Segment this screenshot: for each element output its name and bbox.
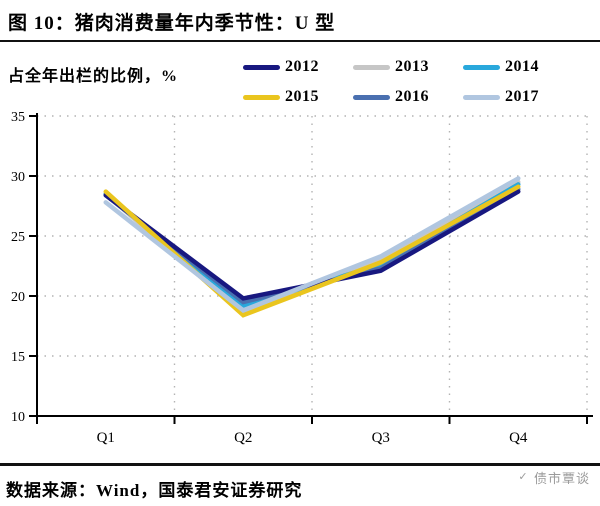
watermark: ✓ 债市覃谈	[517, 468, 590, 487]
legend-label: 2012	[285, 58, 319, 75]
legend-swatch-2015	[243, 94, 280, 100]
series-line-2015	[103, 184, 521, 318]
x-tick-label: Q1	[97, 430, 115, 446]
y-tick-label: 10	[11, 410, 25, 425]
legend-swatch-2013	[353, 64, 390, 70]
figure-title: 图 10：猪肉消费量年内季节性：U 型	[8, 13, 336, 34]
figure-title-bar: 图 10：猪肉消费量年内季节性：U 型	[0, 0, 600, 42]
x-tick-label: Q3	[372, 430, 390, 446]
legend-label: 2014	[505, 58, 539, 75]
legend-swatch-2014	[463, 64, 500, 70]
y-tick-label: 35	[11, 110, 25, 125]
x-tick-label: Q2	[234, 430, 252, 446]
legend-item-2016: 2016	[353, 88, 463, 106]
legend-item-2015: 2015	[243, 88, 353, 106]
watermark-label: 债市覃谈	[533, 471, 590, 486]
legend-swatch-2017	[463, 94, 500, 100]
x-tick-label: Q4	[509, 430, 528, 446]
legend-item-2014: 2014	[463, 58, 573, 76]
data-source-note: 数据来源：Wind，国泰君安证券研究	[6, 481, 303, 500]
y-tick-label: 30	[11, 170, 25, 185]
legend-swatch-2012	[243, 64, 280, 70]
wechat-account-icon: ✓	[518, 471, 529, 483]
y-axis-title: 占全年出栏的比例，%	[8, 68, 179, 85]
legend-item-2017: 2017	[463, 88, 573, 106]
footer-separator	[0, 463, 600, 466]
y-tick-label: 15	[11, 350, 25, 365]
legend-label: 2013	[395, 58, 429, 75]
legend: 2012 2013 2014 2015 2016 2017	[243, 58, 573, 106]
legend-item-2012: 2012	[243, 58, 353, 76]
legend-label: 2015	[285, 88, 319, 105]
legend-swatch-2016	[353, 94, 390, 100]
legend-label: 2016	[395, 88, 429, 105]
legend-label: 2017	[505, 88, 539, 105]
legend-item-2013: 2013	[353, 58, 463, 76]
y-tick-label: 25	[11, 230, 25, 245]
y-tick-label: 20	[11, 290, 25, 305]
series-line-2017	[103, 176, 521, 313]
